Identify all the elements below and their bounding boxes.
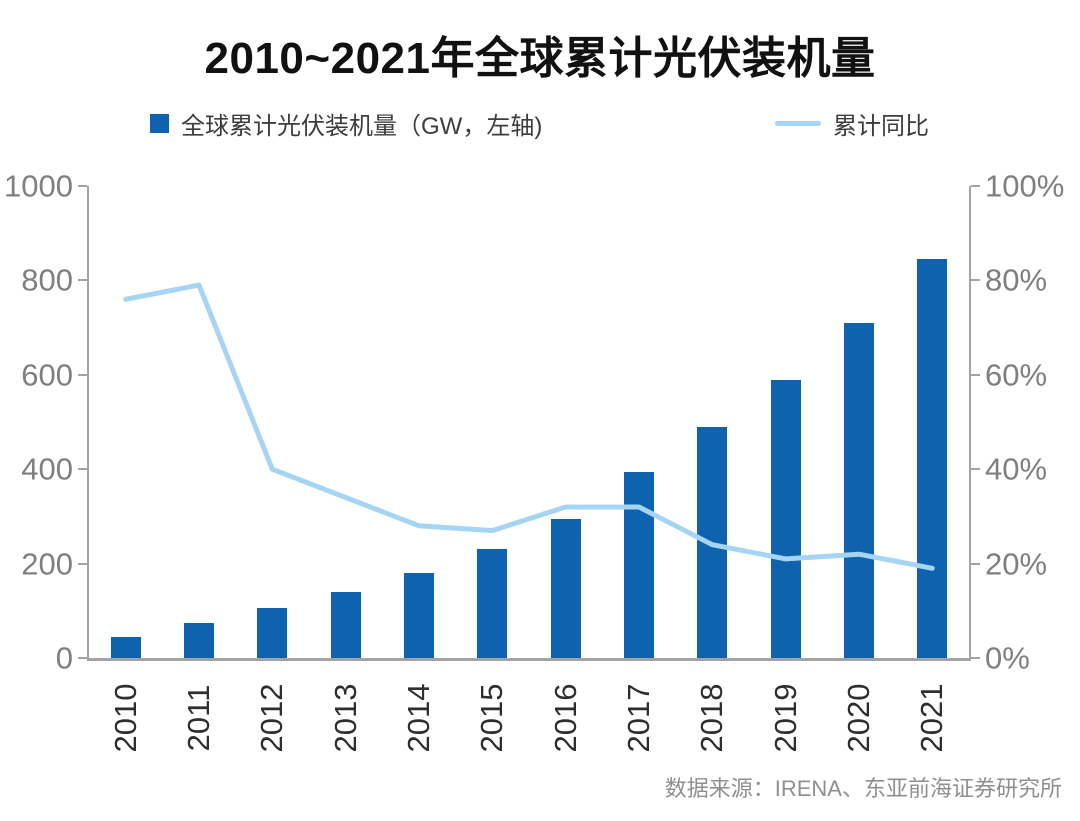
bars-layer: [89, 186, 969, 658]
left-axis-tick-label: 400: [21, 451, 73, 487]
left-axis-tick-label: 200: [21, 546, 73, 582]
x-label-2016: 2016: [547, 683, 583, 753]
x-label-slot-2013: 2013: [309, 668, 382, 768]
right-axis-tick-label: 80%: [985, 262, 1048, 298]
x-label-slot-2014: 2014: [382, 668, 455, 768]
x-label-2013: 2013: [327, 683, 363, 753]
left-axis-tick: [78, 185, 87, 187]
bar-slot-2014: [382, 186, 455, 658]
bar-2013: [330, 591, 361, 658]
right-axis-tick: [971, 657, 980, 659]
x-label-slot-2017: 2017: [602, 668, 675, 768]
x-label-2017: 2017: [620, 683, 656, 753]
legend-item-installed-capacity: 全球累计光伏装机量（GW，左轴): [150, 104, 542, 142]
left-axis-tick-label: 600: [21, 357, 73, 393]
left-axis-tick-label: 800: [21, 262, 73, 298]
source-note: 数据来源：IRENA、东亚前海证券研究所: [664, 776, 1062, 801]
bar-2012: [257, 608, 288, 658]
left-axis-tick: [78, 562, 87, 565]
bar-2021: [917, 259, 948, 658]
x-label-slot-2015: 2015: [456, 668, 529, 768]
left-axis-tick: [78, 279, 87, 282]
x-label-2015: 2015: [474, 683, 510, 753]
yoy-line-layer: [123, 282, 935, 571]
x-label-slot-2021: 2021: [896, 668, 969, 768]
x-label-2018: 2018: [694, 683, 730, 753]
left-axis-tick: [78, 373, 87, 376]
bar-slot-2021: [896, 186, 969, 658]
x-label-2021: 2021: [914, 683, 950, 753]
x-label-slot-2019: 2019: [749, 668, 822, 768]
legend-label-installed-capacity: 全球累计光伏装机量（GW，左轴): [181, 112, 543, 140]
right-axis-tick-label: 60%: [985, 357, 1048, 393]
x-label-slot-2018: 2018: [676, 668, 749, 768]
chart-title: 2010~2021年全球累计光伏装机量: [204, 34, 876, 83]
x-label-2010: 2010: [107, 683, 143, 753]
legend-item-yoy: 累计同比: [775, 104, 929, 142]
bar-slot-2019: [749, 186, 822, 658]
yoy-line: [123, 282, 935, 571]
right-axis-tick: [971, 468, 980, 471]
bar-2014: [403, 573, 434, 658]
bar-2011: [183, 622, 214, 658]
bar-slot-2020: [822, 186, 895, 658]
left-axis-tick: [78, 468, 87, 471]
x-label-2019: 2019: [767, 683, 803, 753]
bar-legend-swatch-icon: [150, 113, 169, 133]
right-axis-tick: [971, 562, 980, 565]
right-axis-tick-label: 40%: [985, 451, 1048, 487]
bar-slot-2015: [456, 186, 529, 658]
left-axis-tick-label: 1000: [4, 168, 73, 204]
bar-2017: [623, 471, 654, 658]
bar-slot-2010: [89, 186, 162, 658]
bar-slot-2011: [162, 186, 235, 658]
bar-2016: [550, 518, 581, 658]
x-label-slot-2011: 2011: [162, 668, 235, 768]
x-axis-labels: 2010 2011 2012 2013 2014 2015 2016 2017 2018 2019…: [89, 668, 969, 768]
x-label-slot-2016: 2016: [529, 668, 602, 768]
bar-slot-2012: [236, 186, 309, 658]
right-axis-tick: [971, 279, 980, 282]
right-axis-tick: [971, 185, 980, 187]
line-legend-swatch-icon: [775, 120, 821, 126]
left-axis-tick: [78, 657, 87, 659]
x-label-2014: 2014: [400, 683, 436, 753]
bar-2019: [770, 379, 801, 658]
x-label-2012: 2012: [254, 683, 290, 753]
bar-slot-2017: [602, 186, 675, 658]
x-label-2020: 2020: [840, 683, 876, 753]
x-label-slot-2012: 2012: [236, 668, 309, 768]
x-label-slot-2020: 2020: [822, 668, 895, 768]
bar-2020: [843, 322, 874, 658]
x-label-2011: 2011: [180, 684, 216, 752]
bar-2010: [110, 636, 141, 658]
right-axis-tick: [971, 373, 980, 376]
x-label-slot-2010: 2010: [89, 668, 162, 768]
right-axis-tick-label: 0%: [985, 640, 1030, 676]
bar-2015: [477, 549, 508, 658]
bar-slot-2016: [529, 186, 602, 658]
bar-slot-2013: [309, 186, 382, 658]
left-axis-tick-label: 0: [55, 640, 73, 676]
right-axis-tick-label: 20%: [985, 546, 1048, 582]
right-axis-tick-label: 100%: [985, 168, 1065, 204]
plot-area: 0 200 400 600 800 1000 0% 20% 40% 60% 80% 100% 201…: [4, 171, 1064, 753]
legend-label-yoy: 累计同比: [833, 112, 929, 140]
